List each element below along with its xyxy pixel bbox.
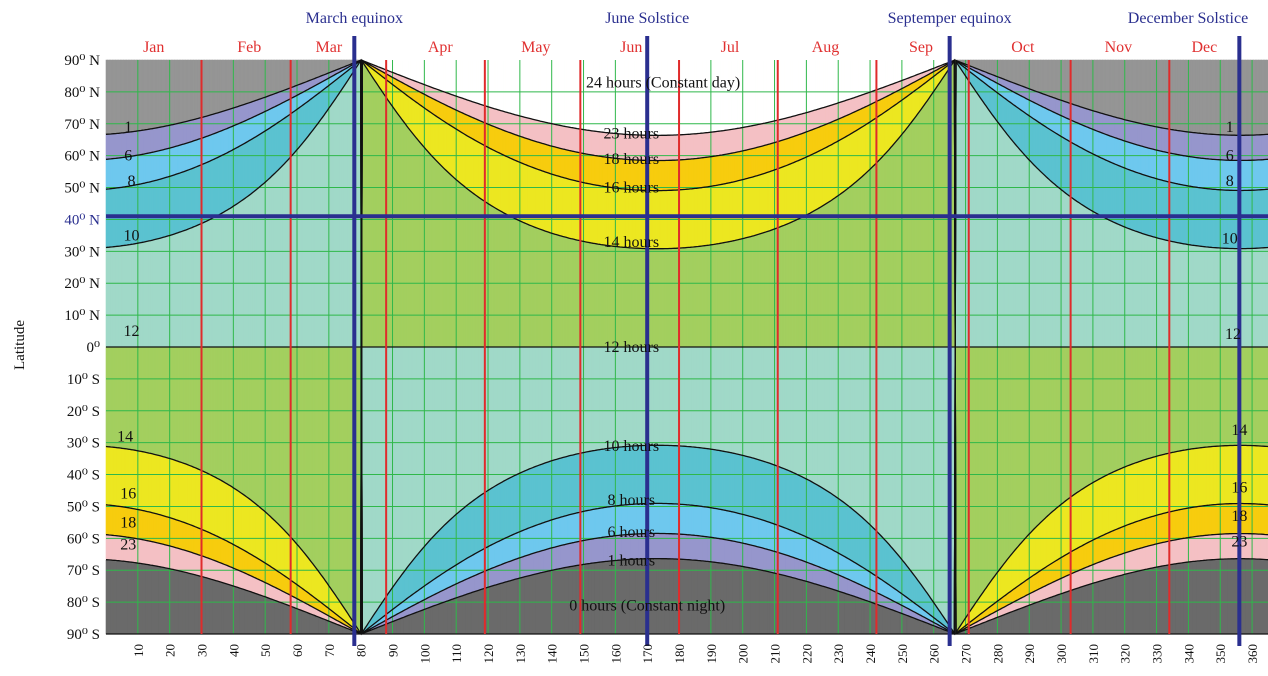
day-length-chart: 90⁰ N80⁰ N70⁰ N60⁰ N50⁰ N40⁰ N30⁰ N20⁰ N… xyxy=(12,10,1268,664)
